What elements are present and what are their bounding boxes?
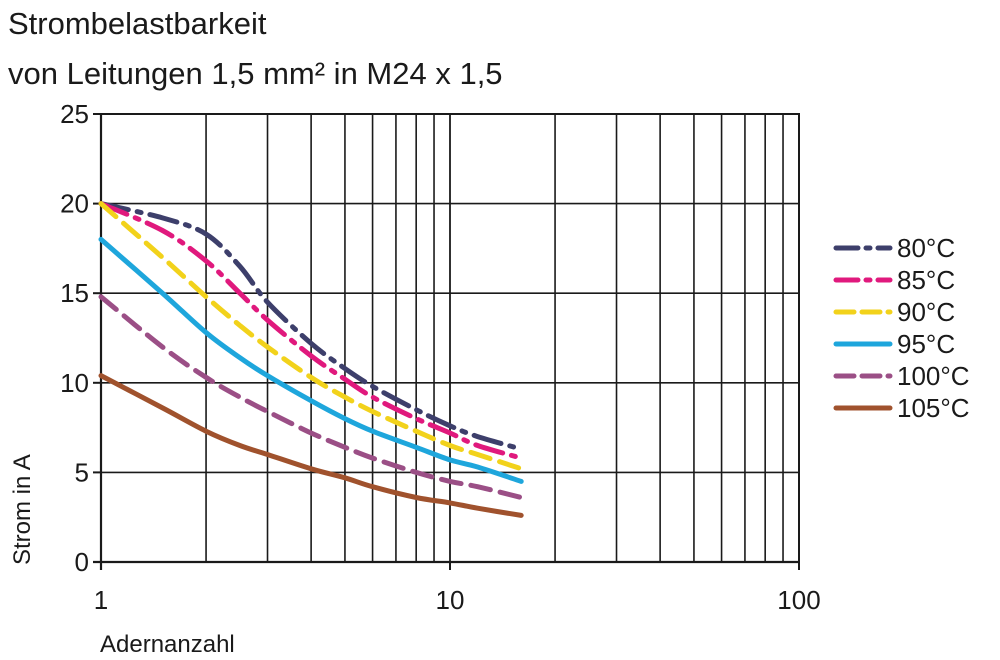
x-tick-label: 1 xyxy=(94,585,108,615)
series-line-105c xyxy=(98,373,524,518)
legend-label-105c: 105°C xyxy=(897,393,970,423)
y-tick-label: 5 xyxy=(75,457,89,487)
chart-title: Strombelastbarkeit xyxy=(8,6,267,41)
series-line-85c xyxy=(98,201,524,461)
series-layer xyxy=(98,201,524,518)
y-axis-ticks: 0 5 10 15 20 25 xyxy=(60,99,89,577)
x-tick-label: 100 xyxy=(777,585,820,615)
y-tick-label: 15 xyxy=(60,278,89,308)
legend-label-90c: 90°C xyxy=(897,297,955,327)
chart-subtitle: von Leitungen 1,5 mm² in M24 x 1,5 xyxy=(8,56,503,91)
plot-frame xyxy=(93,113,800,570)
series-line-95c xyxy=(98,236,524,484)
x-tick-label: 10 xyxy=(436,585,465,615)
series-line-90c xyxy=(98,201,524,472)
legend-label-85c: 85°C xyxy=(897,265,955,295)
x-axis-label: Adernanzahl xyxy=(100,631,235,658)
x-axis-ticks: 1 10 100 xyxy=(94,585,821,615)
series-line-80c xyxy=(98,201,524,452)
y-tick-label: 0 xyxy=(75,547,89,577)
legend-label-95c: 95°C xyxy=(897,329,955,359)
y-tick-label: 25 xyxy=(60,99,89,129)
grid xyxy=(101,114,799,562)
y-tick-label: 20 xyxy=(60,189,89,219)
series-line-100c xyxy=(98,294,524,500)
legend-label-80c: 80°C xyxy=(897,233,955,263)
legend-label-100c: 100°C xyxy=(897,361,970,391)
y-tick-label: 10 xyxy=(60,368,89,398)
y-axis-label: Strom in A xyxy=(9,454,36,565)
